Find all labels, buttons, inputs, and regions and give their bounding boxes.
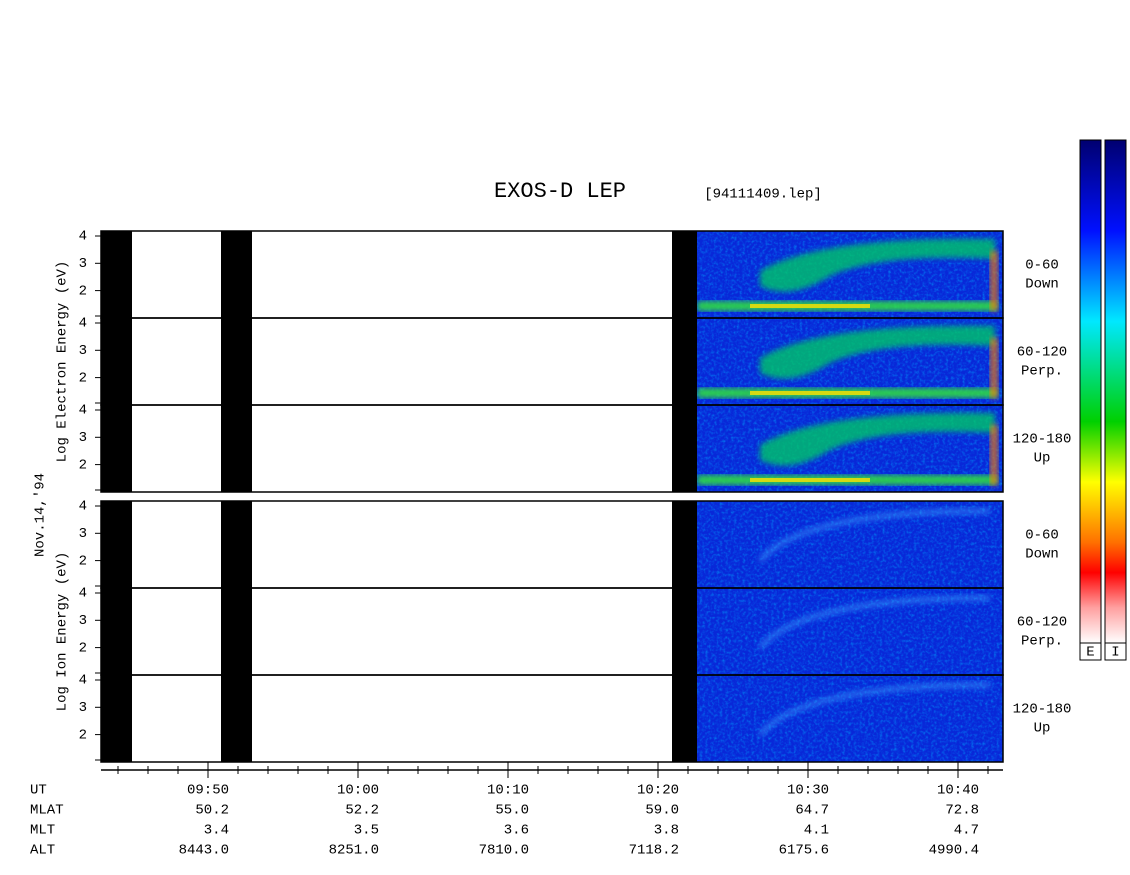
ion-arc (758, 508, 991, 563)
footer-value: 10:30 (787, 783, 829, 799)
spectrogram (697, 231, 1003, 492)
energy-band (760, 238, 995, 292)
footer-value: 59.0 (645, 803, 679, 819)
ion-arc (758, 682, 991, 737)
pitch-angle-label: 60-120 (1017, 615, 1067, 631)
footer-value: 3.4 (204, 823, 229, 839)
footer-value: 6175.6 (779, 843, 829, 859)
footer-value: 7810.0 (479, 843, 529, 859)
pitch-angle-label: 120-180 (1013, 432, 1072, 448)
y-axis-label: Log Ion Energy (eV) (55, 552, 71, 712)
file-name: [94111409.lep] (704, 187, 822, 203)
footer-value: 50.2 (195, 803, 229, 819)
pitch-angle-label: 120-180 (1013, 702, 1072, 718)
ion-arc (758, 595, 991, 650)
spectrogram-noise (697, 231, 1003, 492)
footer-value: 10:40 (937, 783, 979, 799)
footer-value: 8443.0 (179, 843, 229, 859)
color-bar-label-box (1079, 642, 1102, 661)
low-energy-core (750, 304, 870, 308)
y-tick-label: 3 (79, 526, 87, 542)
y-axis-label: Log Electron Energy (eV) (55, 261, 71, 463)
y-tick-label: 4 (79, 586, 87, 602)
direction-label: Up (1034, 451, 1051, 467)
y-tick-label: 2 (79, 553, 87, 569)
data-gap (221, 501, 252, 762)
pitch-angle-label: 0-60 (1025, 528, 1059, 544)
spectrogram-noise (697, 501, 1003, 762)
y-tick-label: 3 (79, 700, 87, 716)
low-energy-core (750, 478, 870, 482)
y-tick-label: 3 (79, 343, 87, 359)
energy-band (760, 325, 995, 379)
y-tick-label: 2 (79, 370, 87, 386)
date: Nov.14,'94 (33, 473, 49, 557)
direction-label: Up (1034, 721, 1051, 737)
footer-row-name: MLT (30, 823, 55, 839)
low-energy-core (750, 391, 870, 395)
footer-value: 10:20 (637, 783, 679, 799)
y-tick-label: 4 (79, 229, 87, 245)
y-tick-label: 2 (79, 283, 87, 299)
y-tick-label: 4 (79, 673, 87, 689)
data-gap (221, 231, 252, 492)
y-tick-label: 3 (79, 256, 87, 272)
footer-value: 64.7 (795, 803, 829, 819)
pitch-angle-label: 60-120 (1017, 345, 1067, 361)
footer-value: 3.8 (654, 823, 679, 839)
footer-value: 4.1 (804, 823, 829, 839)
y-tick-label: 4 (79, 499, 87, 515)
y-tick-label: 3 (79, 613, 87, 629)
y-tick-label: 4 (79, 403, 87, 419)
data-gap (672, 501, 697, 762)
footer-value: 09:50 (187, 783, 229, 799)
color-bar-label: I (1111, 645, 1119, 661)
footer-value: 3.5 (354, 823, 379, 839)
direction-label: Perp. (1021, 634, 1063, 650)
spectrogram (697, 501, 1003, 762)
footer-value: 10:00 (337, 783, 379, 799)
y-tick-label: 2 (79, 727, 87, 743)
direction-label: Down (1025, 277, 1059, 293)
footer-value: 3.6 (504, 823, 529, 839)
hot-spot (990, 338, 998, 398)
footer-value: 7118.2 (629, 843, 679, 859)
y-tick-label: 3 (79, 430, 87, 446)
color-bar-label-box (1104, 642, 1127, 661)
direction-label: Down (1025, 547, 1059, 563)
color-bar-label: E (1086, 645, 1094, 661)
energy-band (760, 412, 995, 466)
color-bar (1079, 139, 1102, 644)
data-gap (101, 501, 132, 762)
footer-row-name: UT (30, 783, 47, 799)
title: EXOS-D LEP (494, 179, 626, 204)
footer-value: 8251.0 (329, 843, 379, 859)
color-bar (1104, 139, 1127, 644)
y-tick-label: 2 (79, 457, 87, 473)
hot-spot (990, 251, 998, 311)
footer-value: 72.8 (945, 803, 979, 819)
data-gap (672, 231, 697, 492)
data-gap (101, 231, 132, 492)
y-tick-label: 4 (79, 316, 87, 332)
hot-spot (990, 425, 998, 485)
footer-value: 52.2 (345, 803, 379, 819)
footer-value: 10:10 (487, 783, 529, 799)
footer-value: 55.0 (495, 803, 529, 819)
footer-row-name: MLAT (30, 803, 64, 819)
y-tick-label: 2 (79, 640, 87, 656)
footer-value: 4.7 (954, 823, 979, 839)
pitch-angle-label: 0-60 (1025, 258, 1059, 274)
footer-value: 4990.4 (929, 843, 979, 859)
footer-row-name: ALT (30, 843, 55, 859)
direction-label: Perp. (1021, 364, 1063, 380)
